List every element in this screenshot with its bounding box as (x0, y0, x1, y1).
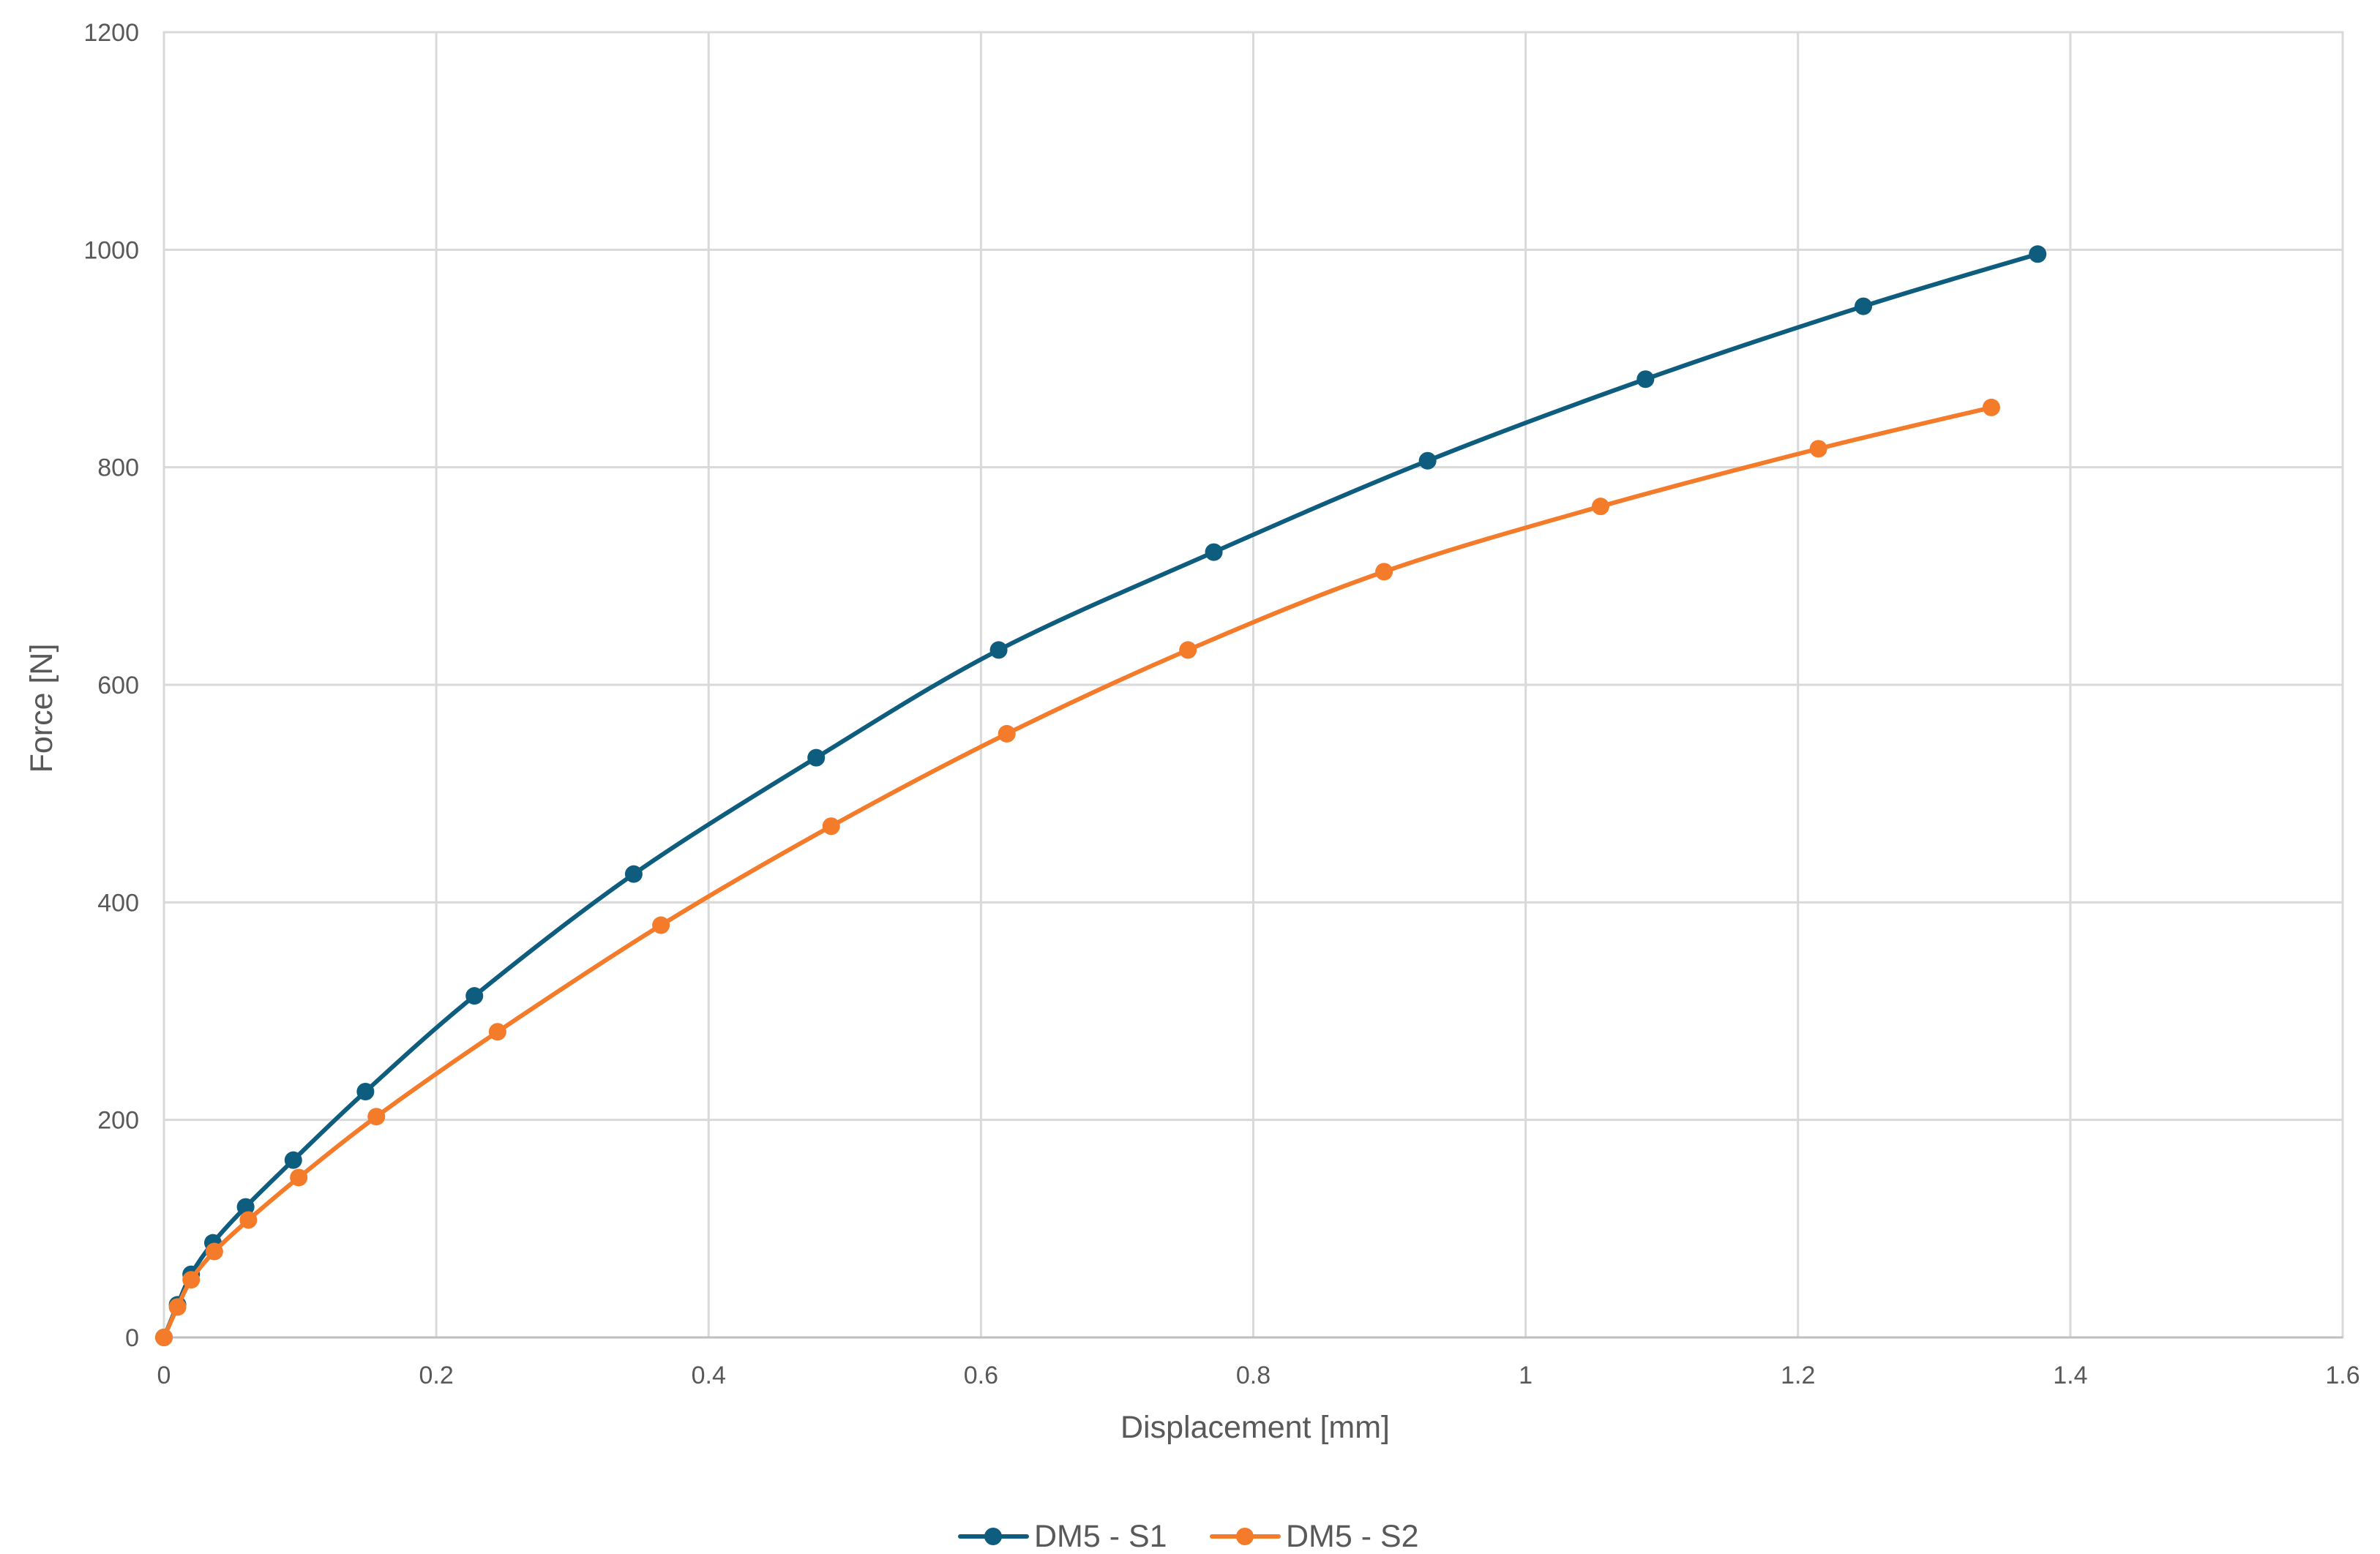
data-point (822, 817, 840, 836)
data-point (652, 916, 670, 934)
data-point (356, 1083, 375, 1101)
legend-marker-s1 (984, 1528, 1002, 1545)
data-point (205, 1242, 223, 1261)
data-point (989, 641, 1008, 659)
data-point (155, 1329, 173, 1346)
x-tick-label: 1.4 (2053, 1362, 2087, 1389)
data-point (998, 724, 1016, 743)
data-point (182, 1271, 201, 1289)
data-point (488, 1023, 506, 1041)
data-point (1179, 641, 1197, 659)
data-point (465, 987, 484, 1005)
y-tick-label: 200 (97, 1107, 139, 1135)
data-point (290, 1168, 308, 1187)
legend-label-s1: DM5 - S1 (1034, 1519, 1167, 1554)
data-point (239, 1211, 258, 1229)
data-point (1855, 297, 1873, 315)
y-tick-label: 400 (97, 889, 139, 917)
series-group (155, 245, 2047, 1346)
data-point (1418, 451, 1437, 470)
y-tick-label: 800 (97, 454, 139, 482)
legend-item-s1: DM5 - S1 (958, 1519, 1167, 1554)
x-tick-label: 0.4 (692, 1362, 726, 1389)
data-point (367, 1108, 386, 1126)
data-point (1205, 543, 1223, 561)
legend-item-s2: DM5 - S2 (1210, 1519, 1419, 1554)
series-2 (155, 398, 2000, 1346)
data-point (1636, 370, 1655, 388)
x-tick-label: 0.2 (419, 1362, 453, 1389)
axes (162, 31, 2344, 1339)
x-tick-label: 1 (1519, 1362, 1533, 1389)
legend-label-s2: DM5 - S2 (1286, 1519, 1419, 1554)
legend: DM5 - S1 DM5 - S2 (958, 1519, 1419, 1554)
x-tick-label: 0.8 (1236, 1362, 1271, 1389)
x-axis-title: Displacement [mm] (1120, 1410, 1390, 1445)
tick-labels: 0 200 400 600 800 1000 1200 0 0.2 0.4 0.6 0.8 1 1.2 1.… (83, 19, 2360, 1389)
x-tick-label: 1.6 (2325, 1362, 2360, 1389)
y-tick-label: 1200 (83, 19, 139, 47)
data-point (2029, 245, 2047, 263)
data-point (284, 1151, 302, 1169)
data-point (1809, 440, 1827, 458)
data-point (1591, 498, 1609, 516)
y-tick-label: 1000 (83, 236, 139, 264)
y-tick-label: 600 (97, 672, 139, 699)
data-point (168, 1298, 187, 1316)
x-tick-label: 0.6 (964, 1362, 998, 1389)
data-point (624, 865, 643, 883)
legend-marker-s2 (1236, 1528, 1254, 1545)
x-tick-label: 1.2 (1781, 1362, 1815, 1389)
y-tick-label: 0 (125, 1324, 139, 1352)
data-point (1375, 563, 1393, 581)
y-axis-title: Force [N] (24, 644, 59, 773)
data-point (807, 748, 826, 767)
data-point (236, 1198, 255, 1216)
x-tick-label: 0 (157, 1362, 171, 1389)
data-point (1982, 398, 2000, 416)
